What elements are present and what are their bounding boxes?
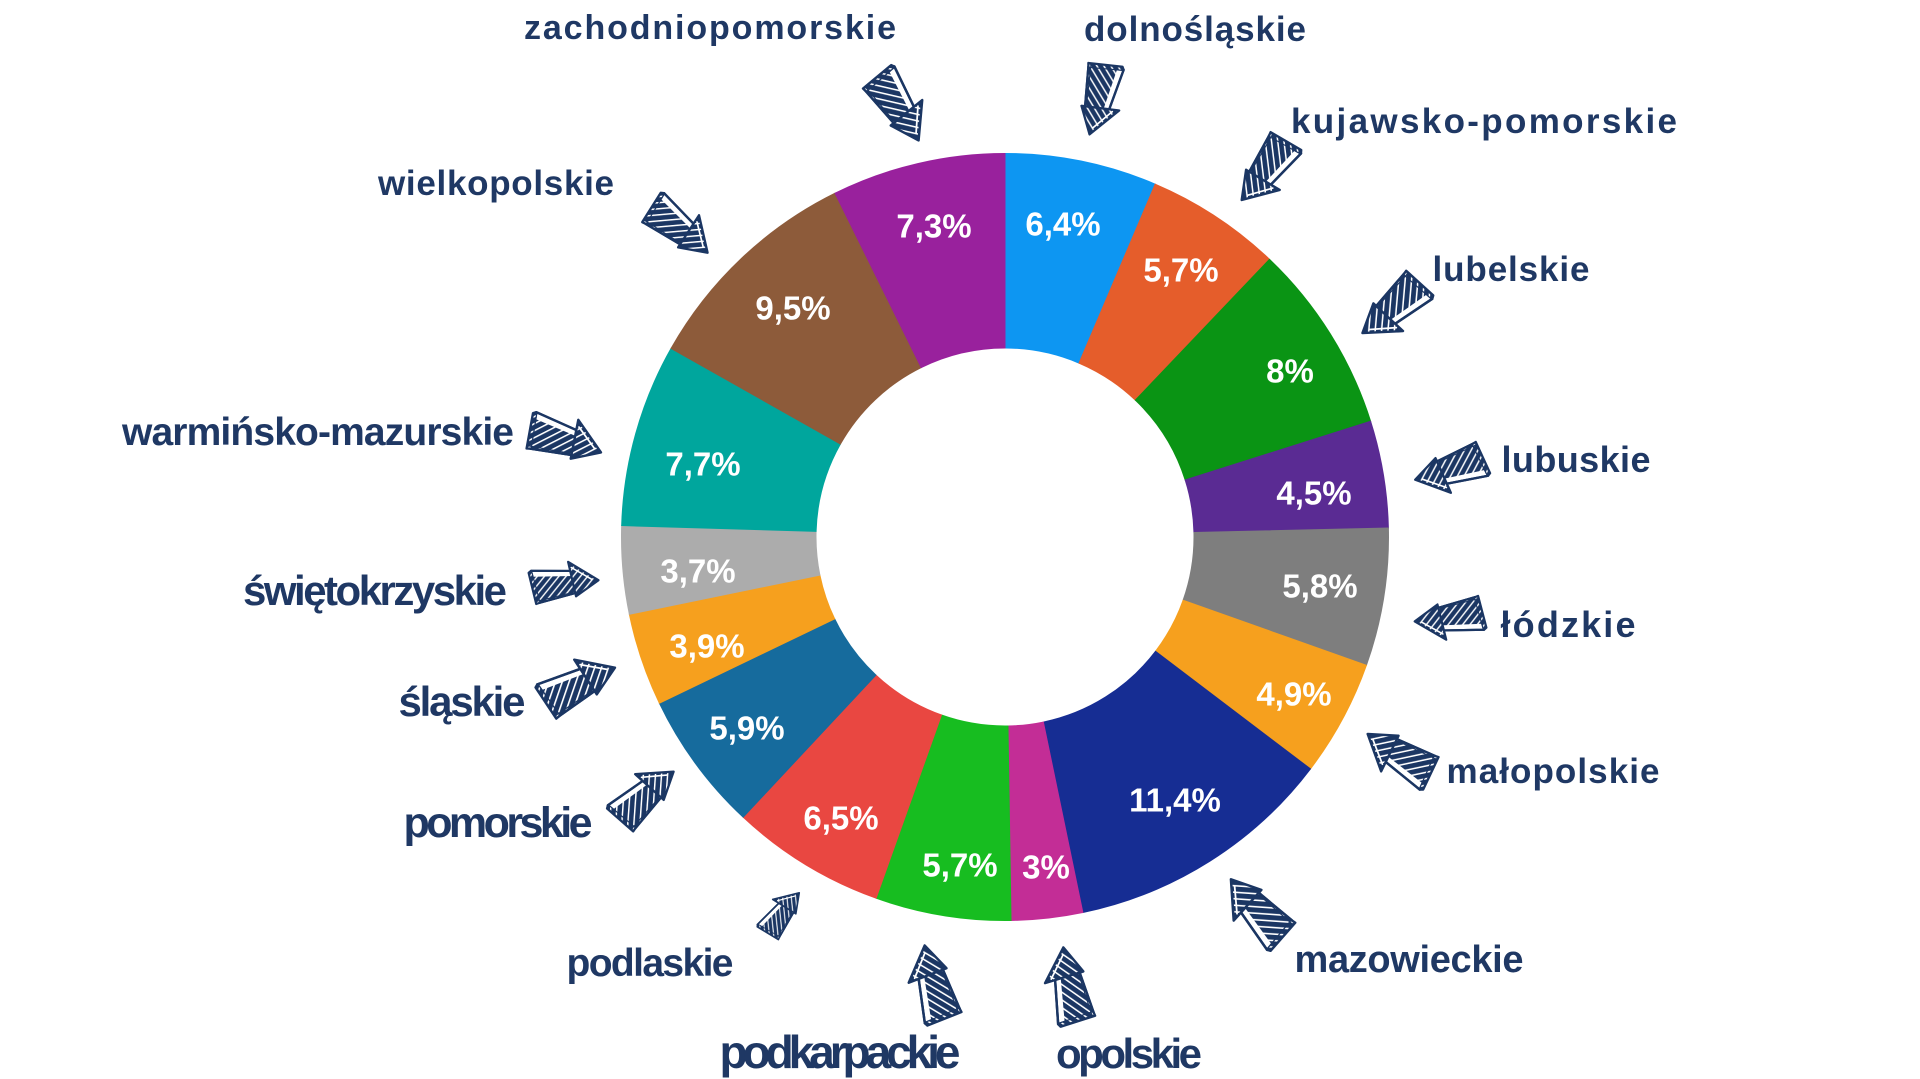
svg-text:5,8%: 5,8%	[1282, 568, 1357, 605]
svg-text:3%: 3%	[1022, 849, 1070, 886]
svg-text:3,7%: 3,7%	[660, 553, 735, 590]
svg-text:7,7%: 7,7%	[665, 446, 740, 483]
svg-text:5,9%: 5,9%	[709, 710, 784, 747]
svg-text:8%: 8%	[1266, 353, 1314, 390]
svg-text:11,4%: 11,4%	[1129, 782, 1221, 819]
svg-text:wielkopolskie: wielkopolskie	[377, 164, 614, 203]
svg-text:6,5%: 6,5%	[803, 800, 878, 837]
svg-text:lubuskie: lubuskie	[1502, 439, 1651, 480]
svg-text:zachodniopomorskie: zachodniopomorskie	[524, 9, 896, 47]
svg-text:5,7%: 5,7%	[1143, 252, 1218, 289]
svg-text:śląskie: śląskie	[399, 678, 526, 725]
svg-text:małopolskie: małopolskie	[1447, 752, 1660, 791]
svg-text:opolskie: opolskie	[1056, 1030, 1202, 1077]
svg-text:7,3%: 7,3%	[896, 208, 971, 245]
svg-text:podkarpackie: podkarpackie	[720, 1026, 961, 1078]
svg-text:4,9%: 4,9%	[1256, 676, 1331, 713]
svg-text:warmińsko-mazurskie: warmińsko-mazurskie	[121, 411, 514, 454]
svg-text:3,9%: 3,9%	[669, 628, 744, 665]
svg-text:mazowieckie: mazowieckie	[1295, 939, 1524, 981]
svg-text:podlaskie: podlaskie	[567, 942, 734, 985]
svg-text:łódzkie: łódzkie	[1501, 604, 1636, 645]
svg-text:dolnośląskie: dolnośląskie	[1084, 10, 1306, 49]
svg-text:9,5%: 9,5%	[755, 290, 830, 327]
svg-text:kujawsko-pomorskie: kujawsko-pomorskie	[1291, 102, 1677, 141]
svg-text:lubelskie: lubelskie	[1433, 250, 1590, 289]
svg-text:pomorskie: pomorskie	[404, 799, 593, 847]
svg-text:5,7%: 5,7%	[922, 847, 997, 884]
svg-text:6,4%: 6,4%	[1025, 206, 1100, 243]
svg-text:świętokrzyskie: świętokrzyskie	[243, 567, 507, 614]
svg-text:4,5%: 4,5%	[1276, 475, 1351, 512]
